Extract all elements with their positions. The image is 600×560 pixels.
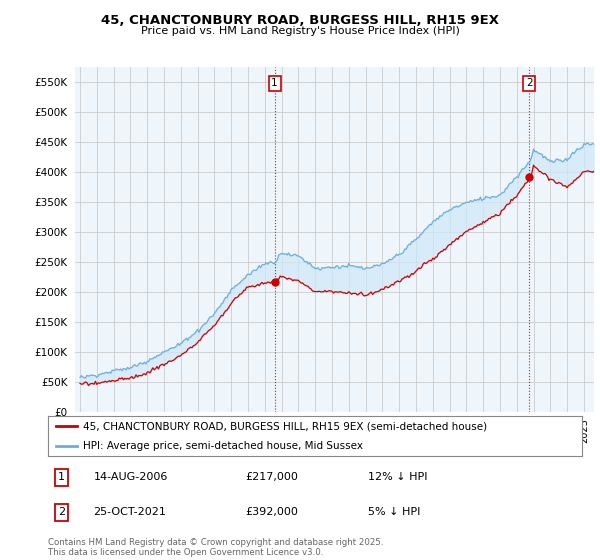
Text: 45, CHANCTONBURY ROAD, BURGESS HILL, RH15 9EX: 45, CHANCTONBURY ROAD, BURGESS HILL, RH1… xyxy=(101,14,499,27)
Text: 12% ↓ HPI: 12% ↓ HPI xyxy=(368,473,428,482)
Text: 25-OCT-2021: 25-OCT-2021 xyxy=(94,507,166,517)
Text: 1: 1 xyxy=(58,473,65,482)
Text: HPI: Average price, semi-detached house, Mid Sussex: HPI: Average price, semi-detached house,… xyxy=(83,441,363,451)
Text: £392,000: £392,000 xyxy=(245,507,298,517)
Text: Contains HM Land Registry data © Crown copyright and database right 2025.
This d: Contains HM Land Registry data © Crown c… xyxy=(48,538,383,557)
Text: 5% ↓ HPI: 5% ↓ HPI xyxy=(368,507,421,517)
Text: Price paid vs. HM Land Registry's House Price Index (HPI): Price paid vs. HM Land Registry's House … xyxy=(140,26,460,36)
Text: 2: 2 xyxy=(526,78,533,88)
Text: 2: 2 xyxy=(58,507,65,517)
Text: 14-AUG-2006: 14-AUG-2006 xyxy=(94,473,168,482)
Text: 1: 1 xyxy=(271,78,278,88)
Text: 45, CHANCTONBURY ROAD, BURGESS HILL, RH15 9EX (semi-detached house): 45, CHANCTONBURY ROAD, BURGESS HILL, RH1… xyxy=(83,421,487,431)
Text: £217,000: £217,000 xyxy=(245,473,298,482)
